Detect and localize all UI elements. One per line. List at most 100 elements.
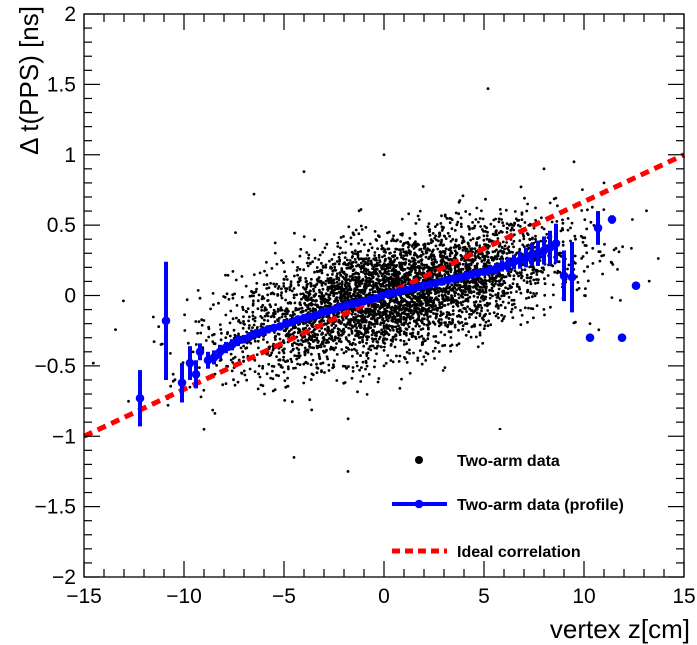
scatter-point (260, 297, 264, 301)
scatter-point (473, 281, 477, 285)
scatter-point (444, 291, 447, 294)
scatter-point (479, 225, 482, 228)
scatter-point (231, 270, 235, 273)
scatter-point (461, 300, 465, 303)
scatter-point (273, 241, 277, 245)
scatter-point (415, 274, 419, 277)
scatter-point (226, 331, 230, 334)
scatter-point (403, 278, 407, 282)
scatter-point (374, 307, 377, 311)
scatter-point (421, 318, 425, 321)
scatter-point (486, 87, 490, 90)
scatter-point (355, 364, 359, 368)
scatter-point (293, 354, 297, 358)
scatter-point (383, 345, 386, 349)
scatter-point (402, 315, 406, 319)
scatter-point (407, 312, 411, 316)
scatter-point (471, 260, 475, 264)
scatter-point (313, 256, 317, 260)
scatter-point (477, 256, 481, 259)
scatter-point (438, 250, 442, 254)
scatter-point (440, 321, 443, 325)
scatter-point (561, 243, 565, 247)
scatter-point (412, 320, 416, 323)
scatter-point (406, 272, 410, 275)
scatter-point (508, 284, 512, 287)
scatter-point (426, 337, 430, 341)
scatter-point (469, 335, 473, 339)
scatter-point (428, 303, 432, 307)
scatter-point (383, 254, 386, 257)
scatter-point (348, 323, 352, 327)
scatter-point (292, 296, 296, 299)
scatter-point (437, 294, 441, 298)
scatter-point (404, 274, 408, 278)
scatter-point (411, 313, 415, 316)
scatter-point (433, 255, 436, 259)
scatter-point (368, 242, 372, 246)
scatter-point (194, 343, 198, 346)
scatter-point (253, 370, 257, 373)
legend-marker-dot (415, 456, 423, 464)
scatter-point (394, 269, 398, 272)
scatter-point (320, 271, 324, 275)
scatter-point (420, 362, 424, 366)
scatter-point (299, 292, 303, 296)
scatter-point (272, 308, 276, 312)
scatter-point (362, 259, 365, 263)
scatter-point (521, 243, 525, 247)
scatter-point (408, 348, 411, 352)
scatter-point (366, 262, 370, 265)
scatter-point (454, 270, 458, 274)
scatter-point (330, 258, 334, 261)
scatter-point (459, 315, 462, 319)
scatter-point (357, 310, 361, 314)
scatter-point (355, 285, 358, 289)
scatter-point (388, 287, 392, 291)
scatter-point (461, 248, 465, 252)
scatter-point (486, 324, 490, 328)
scatter-point (269, 305, 273, 309)
scatter-point (413, 294, 417, 298)
scatter-point (458, 321, 461, 325)
scatter-point (229, 352, 233, 356)
scatter-point (556, 269, 560, 273)
scatter-point (233, 292, 237, 296)
scatter-point (319, 295, 323, 299)
scatter-point (309, 298, 312, 301)
scatter-point (441, 290, 444, 294)
scatter-point (588, 322, 592, 326)
scatter-point (326, 329, 329, 333)
scatter-point (267, 286, 271, 290)
scatter-point (407, 338, 411, 342)
scatter-point (449, 268, 453, 272)
scatter-point (473, 224, 477, 228)
scatter-point (355, 271, 358, 275)
scatter-point (300, 306, 304, 310)
scatter-point (448, 221, 452, 225)
scatter-point (581, 255, 585, 258)
scatter-point (315, 278, 319, 281)
scatter-point (249, 341, 253, 345)
scatter-point (534, 219, 537, 222)
scatter-point (401, 232, 404, 236)
scatter-point (347, 365, 350, 368)
scatter-point (509, 228, 513, 232)
scatter-point (500, 218, 503, 221)
scatter-point (429, 241, 433, 245)
scatter-point (295, 357, 299, 361)
scatter-point (478, 300, 482, 303)
scatter-point (310, 336, 314, 339)
scatter-point (290, 328, 293, 331)
scatter-point (362, 344, 366, 348)
scatter-point (480, 296, 483, 299)
scatter-point (499, 212, 503, 216)
scatter-point (265, 287, 269, 290)
scatter-point (358, 265, 362, 268)
scatter-point (358, 281, 362, 285)
scatter-point (418, 349, 422, 352)
scatter-point (353, 258, 357, 261)
scatter-point (444, 315, 448, 319)
